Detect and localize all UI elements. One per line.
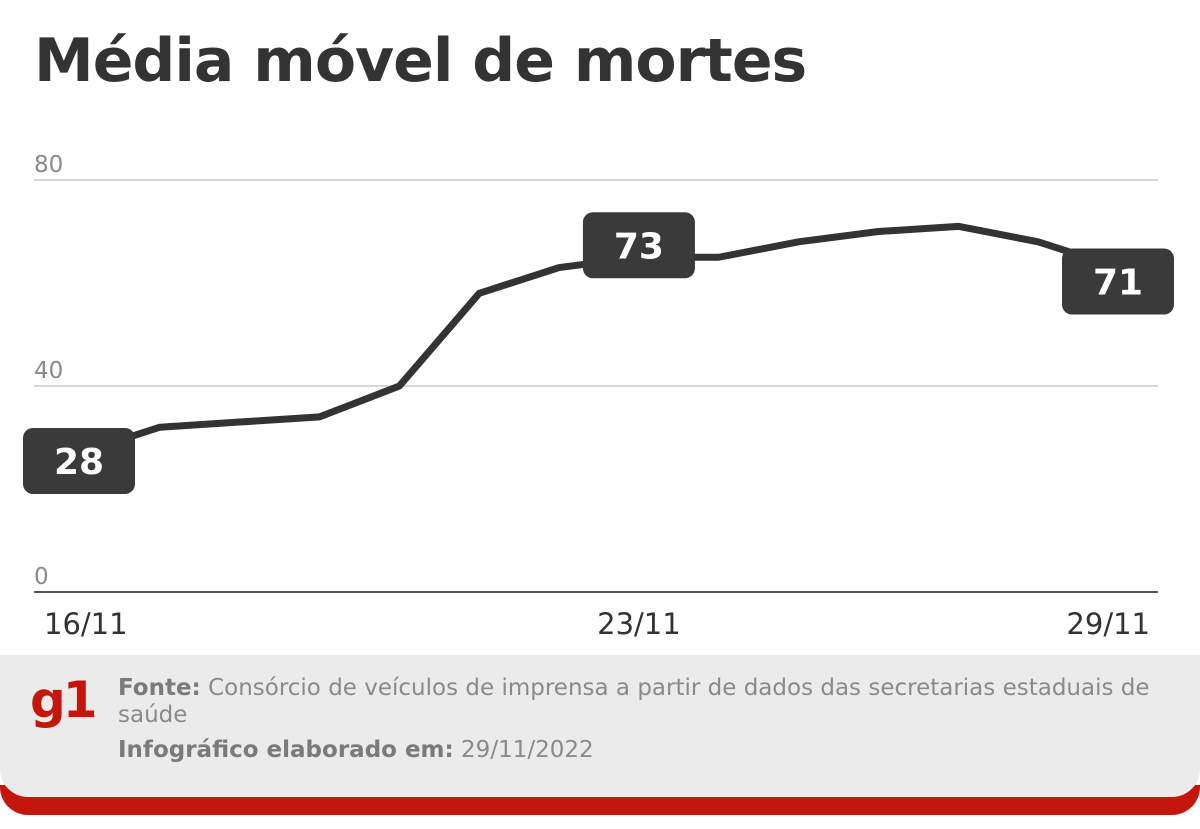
y-tick-label: 0 — [34, 564, 49, 590]
data-label-box — [1062, 248, 1174, 315]
data-label-box — [582, 212, 695, 279]
data-label-text: 28 — [54, 442, 104, 483]
data-label-71: 71 — [1062, 248, 1174, 315]
x-tick-label: 23/11 — [597, 607, 681, 641]
data-label-text: 73 — [614, 226, 664, 267]
chart-title: Média móvel de mortes — [34, 26, 807, 96]
date-text: 29/11/2022 — [461, 737, 594, 763]
data-label-text: 71 — [1093, 263, 1143, 304]
data-label-box — [23, 427, 135, 494]
source-text: Consórcio de veículos de imprensa a part… — [118, 675, 1150, 728]
x-tick-label: 29/11 — [1066, 607, 1150, 641]
y-axis-ticks: 0 40 80 — [34, 152, 63, 590]
source-label: Fonte: — [118, 675, 201, 701]
date-label: Infográfico elaborado em: — [118, 737, 454, 763]
y-tick-label: 40 — [34, 358, 63, 384]
footer-background — [0, 655, 1200, 797]
data-label-73: 73 — [582, 212, 695, 279]
x-tick-label: 16/11 — [44, 607, 128, 641]
line-chart: 0 40 80 28 73 71 16/11 23/11 29/11 — [23, 152, 1174, 641]
footer: g1 Fonte: Consórcio de veículos de impre… — [0, 655, 1200, 829]
date-note: Infográfico elaborado em: 29/11/2022 — [118, 737, 594, 763]
source-note: Fonte: Consórcio de veículos de imprensa… — [118, 675, 1178, 729]
g1-logo[interactable]: g1 — [30, 671, 98, 729]
y-tick-label: 80 — [34, 152, 63, 178]
x-axis-ticks: 16/11 23/11 29/11 — [44, 607, 1150, 641]
data-label-28: 28 — [23, 427, 135, 494]
chart-grid — [34, 179, 1158, 593]
data-labels: 28 73 71 — [23, 212, 1174, 494]
